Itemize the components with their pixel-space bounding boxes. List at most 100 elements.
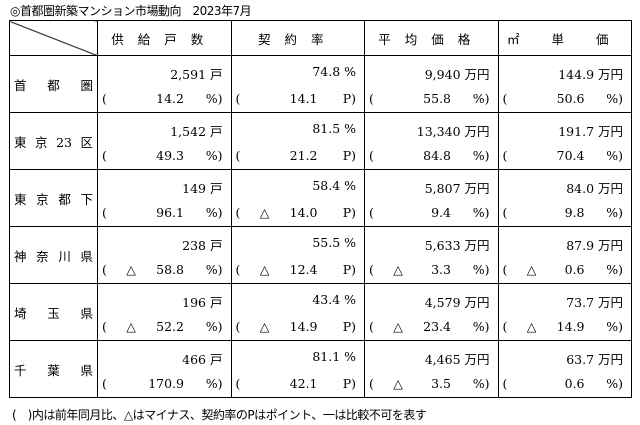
open-paren: ( <box>502 205 508 220</box>
minus-triangle <box>521 148 543 163</box>
yoy-change: (△ 14.9 P) <box>236 319 357 334</box>
value: 58.4 % <box>312 178 356 193</box>
yoy-change: (14.2%) <box>102 91 223 106</box>
change-unit: %) <box>472 376 490 391</box>
yoy-change: (50.6%) <box>503 91 624 106</box>
minus-triangle: △ <box>393 319 403 334</box>
open-paren: ( <box>369 148 374 163</box>
change-unit: %) <box>472 262 490 277</box>
yoy-change: (84.8%) <box>369 148 490 163</box>
change-value: 170.9 <box>148 376 184 391</box>
value: 466 戸 <box>182 352 223 367</box>
column-header: 平均価格 <box>364 20 499 56</box>
change-unit: P) <box>342 319 356 334</box>
footnote: ( )内は前年同月比、△はマイナス、契約率のPはポイント、一は比較不可を表す <box>12 408 427 422</box>
data-cell: 81.5 % (21.2 P) <box>230 112 365 170</box>
table-row: 埼玉県 196 戸 (△ 52.2%) 43.4 % (△ 14.9 P) 4,579… <box>9 283 632 341</box>
minus-triangle: △ <box>126 262 136 277</box>
change-value: 9.4 <box>431 205 451 220</box>
data-cell: 87.9 万円 (△ 0.6%) <box>497 226 632 284</box>
change-unit: P) <box>342 376 356 391</box>
table-row: 神奈川県 238 戸 (△ 58.8%) 55.5 % (△ 12.4 P) 5,63… <box>9 226 632 284</box>
table-row: 千葉県 466 戸 (170.9%) 81.1 % (42.1 P) 4,465 … <box>9 340 632 398</box>
value: 13,340 万円 <box>416 124 490 139</box>
change-unit: %) <box>205 91 223 106</box>
region-label: 東京23区 <box>9 112 98 170</box>
open-paren: ( <box>102 262 107 277</box>
data-cell: 9,940 万円 (55.8%) <box>364 55 499 113</box>
region-label: 首都圏 <box>9 55 98 113</box>
minus-triangle <box>120 148 142 163</box>
minus-triangle <box>120 91 142 106</box>
change-value: 21.2 <box>289 148 318 163</box>
change-value: 14.9 <box>289 319 318 334</box>
minus-triangle <box>387 205 409 220</box>
value: 55.5 % <box>312 235 356 250</box>
change-value: 3.3 <box>431 262 451 277</box>
change-unit: %) <box>606 148 623 163</box>
change-unit: %) <box>205 376 223 391</box>
change-value: 55.8 <box>423 91 451 106</box>
change-value: 0.6 <box>564 376 585 391</box>
yoy-change: ( △ 3.3%) <box>369 262 490 277</box>
open-paren: ( <box>369 91 374 106</box>
change-value: 0.6 <box>564 262 585 277</box>
value: 2,591 戸 <box>170 67 223 82</box>
open-paren: ( <box>102 148 107 163</box>
change-unit: %) <box>205 262 223 277</box>
column-header: 供給戸数 <box>97 20 232 56</box>
value: 74.8 % <box>312 64 356 79</box>
yoy-change: (170.9%) <box>102 376 223 391</box>
change-unit: %) <box>606 319 623 334</box>
change-value: 96.1 <box>156 205 184 220</box>
value: 43.4 % <box>312 292 356 307</box>
change-unit: %) <box>606 262 623 277</box>
open-paren: ( <box>235 91 241 106</box>
yoy-change: (55.8%) <box>369 91 490 106</box>
value: 1,542 戸 <box>170 124 223 139</box>
minus-triangle: △ <box>259 205 270 220</box>
open-paren: ( <box>369 262 374 277</box>
table-row: 東京都下 149 戸 (96.1%) 58.4 % (△ 14.0 P) 5,807… <box>9 169 632 227</box>
corner-cell <box>9 20 98 56</box>
minus-triangle <box>120 205 142 220</box>
yoy-change: (△ 23.4%) <box>369 319 490 334</box>
open-paren: ( <box>235 262 241 277</box>
minus-triangle: △ <box>393 376 403 391</box>
change-value: 12.4 <box>289 262 318 277</box>
change-value: 58.8 <box>156 262 184 277</box>
change-unit: %) <box>472 205 490 220</box>
yoy-change: ( △ 58.8%) <box>102 262 223 277</box>
data-cell: 466 戸 (170.9%) <box>97 340 232 398</box>
value: 84.0 万円 <box>566 181 623 196</box>
yoy-change: (70.4%) <box>503 148 624 163</box>
change-unit: %) <box>606 205 623 220</box>
change-unit: P) <box>342 148 356 163</box>
data-cell: 149 戸 (96.1%) <box>97 169 232 227</box>
value: 5,633 万円 <box>424 238 490 253</box>
open-paren: ( <box>502 148 508 163</box>
yoy-change: (42.1 P) <box>236 376 357 391</box>
open-paren: ( <box>369 376 374 391</box>
data-cell: 4,465 万円 (△ 3.5%) <box>364 340 499 398</box>
data-cell: 2,591 戸 (14.2%) <box>97 55 232 113</box>
yoy-change: (△ 14.9%) <box>503 319 624 334</box>
value: 238 戸 <box>182 238 223 253</box>
change-value: 50.6 <box>556 91 585 106</box>
change-unit: %) <box>205 148 223 163</box>
open-paren: ( <box>235 376 241 391</box>
data-cell: 196 戸 (△ 52.2%) <box>97 283 232 341</box>
yoy-change: (△ 52.2%) <box>102 319 223 334</box>
minus-triangle <box>387 148 409 163</box>
yoy-change: (9.8%) <box>503 205 624 220</box>
value: 63.7 万円 <box>566 352 623 367</box>
change-value: 14.0 <box>289 205 318 220</box>
minus-triangle: △ <box>393 262 403 277</box>
value: 149 戸 <box>182 181 223 196</box>
value: 196 戸 <box>182 295 223 310</box>
yoy-change: (△ 12.4 P) <box>236 262 357 277</box>
column-header: 契約率 <box>230 20 365 56</box>
change-unit: %) <box>205 319 223 334</box>
